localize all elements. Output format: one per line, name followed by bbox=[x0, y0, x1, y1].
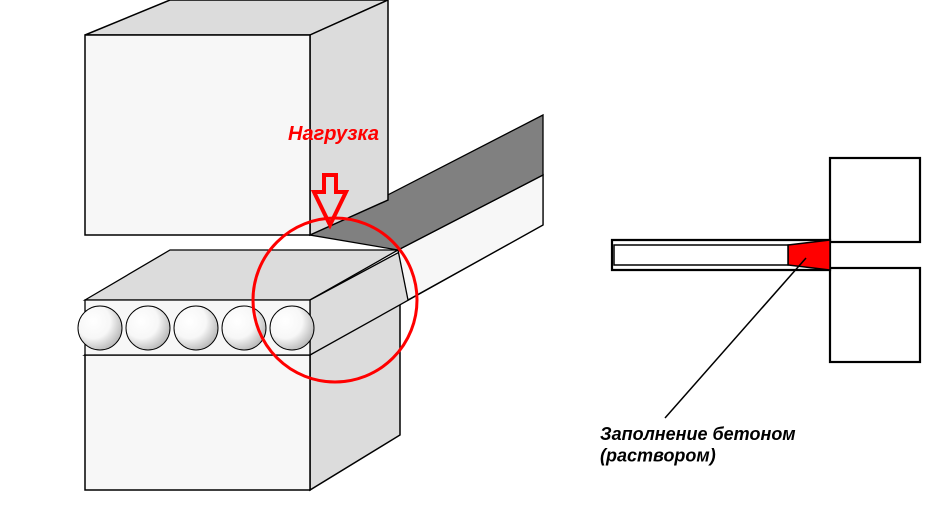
upper-block-side bbox=[310, 0, 388, 235]
section-slab-void bbox=[614, 245, 788, 265]
fill-label: Заполнение бетоном(раствором) bbox=[600, 424, 796, 466]
section-concrete-fill bbox=[788, 240, 830, 270]
leader-line bbox=[665, 258, 806, 418]
hollow-core-2 bbox=[174, 306, 218, 350]
load-label: Нагрузка bbox=[288, 123, 379, 145]
upper-block-front bbox=[85, 35, 310, 235]
lower-block-front bbox=[85, 355, 310, 490]
section-lower-block bbox=[830, 268, 920, 362]
section-upper-block bbox=[830, 158, 920, 242]
hollow-core-4 bbox=[270, 306, 314, 350]
hollow-core-0 bbox=[78, 306, 122, 350]
hollow-core-1 bbox=[126, 306, 170, 350]
